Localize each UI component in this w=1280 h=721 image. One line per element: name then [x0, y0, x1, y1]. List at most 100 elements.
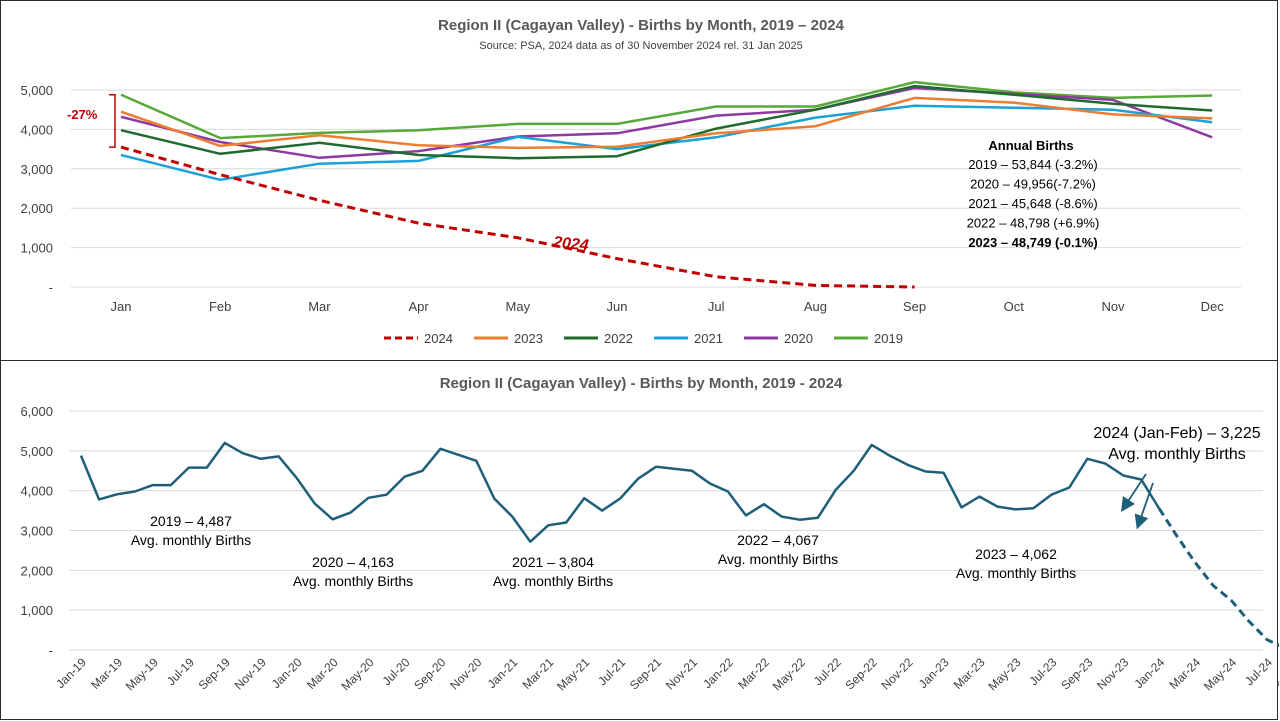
monthly-births-timeline-chart: Region II (Cagayan Valley) - Births by M… [20, 375, 1279, 693]
y-tick-label: 3,000 [20, 162, 53, 177]
monthly-births-by-year-chart: Region II (Cagayan Valley) - Births by M… [20, 17, 1241, 346]
x-tick-label: Nov [1101, 299, 1125, 314]
y-tick-label: 1,000 [20, 241, 53, 256]
x-tick-label: Sep-20 [411, 655, 448, 692]
annual-births-row: 2019 – 53,844 (-3.2%) [968, 157, 1097, 172]
x-tick-label: Jul-23 [1026, 655, 1059, 688]
x-tick-label: Jan-21 [485, 655, 521, 691]
x-tick-label: Jan [111, 299, 132, 314]
x-tick-label: Jan-22 [700, 655, 736, 691]
x-tick-label: Feb [209, 299, 231, 314]
x-tick-label: Nov-23 [1094, 655, 1131, 692]
x-tick-label: May-23 [985, 655, 1023, 693]
annual-births-row: 2021 – 45,648 (-8.6%) [968, 196, 1097, 211]
y-tick-label: 2,000 [20, 563, 53, 578]
series-line-2023 [120, 96, 1213, 150]
bracket [109, 93, 116, 148]
legend-label-2023: 2023 [514, 331, 543, 346]
series-line-2020 [120, 86, 1213, 160]
x-tick-label: May-22 [770, 655, 808, 693]
series-line-2022 [120, 84, 1213, 160]
legend-label-2019: 2019 [874, 331, 903, 346]
avg-annotation-line1: 2021 – 3,804 [512, 554, 594, 570]
x-tick-label: Sep-23 [1058, 655, 1095, 692]
annual-births-row: 2023 – 48,749 (-0.1%) [968, 235, 1097, 250]
avg-annotation-line2: Avg. monthly Births [293, 573, 413, 589]
y-tick-label: 1,000 [20, 603, 53, 618]
x-tick-label: May-20 [338, 655, 376, 693]
series-line-2019 [120, 80, 1213, 140]
annual-births-heading: Annual Births [988, 138, 1073, 153]
x-tick-label: Sep-21 [627, 655, 664, 692]
avg-annotation-line2: Avg. monthly Births [131, 532, 251, 548]
y-tick-label: 4,000 [20, 484, 53, 499]
x-tick-label: Jul-24 [1242, 655, 1275, 688]
annotation-arrow [1121, 473, 1147, 513]
annotation-arrow [1134, 482, 1154, 530]
timeline-series-line [79, 441, 1161, 543]
y-tick-label: 5,000 [20, 444, 53, 459]
legend-label-2022: 2022 [604, 331, 633, 346]
bracket-label: -27% [67, 107, 98, 122]
x-tick-label: Sep-24 [1274, 655, 1279, 692]
y-tick-label: 2,000 [20, 201, 53, 216]
x-tick-label: Mar-22 [735, 655, 772, 692]
x-tick-label: Mar-23 [951, 655, 988, 692]
x-tick-label: May-24 [1201, 655, 1239, 693]
chart-title: Region II (Cagayan Valley) - Births by M… [440, 375, 843, 392]
x-tick-label: Nov-20 [447, 655, 484, 692]
avg-annotation-line2: Avg. monthly Births [493, 573, 613, 589]
x-tick-label: Jul-20 [380, 655, 413, 688]
avg-annotation-line1: 2024 (Jan-Feb) – 3,225 [1093, 425, 1260, 442]
avg-annotation-line1: 2022 – 4,067 [737, 532, 819, 548]
x-tick-label: Nov-21 [663, 655, 700, 692]
legend-label-2020: 2020 [784, 331, 813, 346]
x-tick-label: Aug [804, 299, 827, 314]
x-tick-label: Jun [607, 299, 628, 314]
y-tick-label: - [49, 643, 53, 658]
x-tick-label: Jul [708, 299, 725, 314]
x-tick-label: Jul-21 [595, 655, 628, 688]
x-tick-label: Oct [1004, 299, 1025, 314]
x-tick-label: Mar [308, 299, 331, 314]
avg-annotation-line1: 2020 – 4,163 [312, 554, 394, 570]
x-tick-label: Nov-19 [232, 655, 269, 692]
legend-label-2021: 2021 [694, 331, 723, 346]
x-tick-label: Mar-19 [88, 655, 125, 692]
y-tick-label: 4,000 [20, 122, 53, 137]
chart-subtitle: Source: PSA, 2024 data as of 30 November… [479, 40, 803, 52]
y-tick-label: 5,000 [20, 83, 53, 98]
x-tick-label: Jan-19 [53, 655, 89, 691]
x-tick-label: Dec [1201, 299, 1225, 314]
x-tick-label: Jan-24 [1131, 655, 1167, 691]
x-tick-label: Sep-19 [196, 655, 233, 692]
y-tick-label: 3,000 [20, 524, 53, 539]
series-line-2024 [120, 145, 915, 289]
x-tick-label: Mar-20 [304, 655, 341, 692]
annual-births-row: 2020 – 49,956(-7.2%) [970, 177, 1096, 192]
avg-annotation-line2: Avg. monthly Births [956, 565, 1076, 581]
x-tick-label: Sep-22 [843, 655, 880, 692]
x-tick-label: Apr [408, 299, 429, 314]
avg-annotation-line2: Avg. monthly Births [1108, 446, 1246, 463]
series-2024-inline-label: 2024 [551, 234, 589, 255]
y-tick-label: - [49, 280, 53, 295]
top-chart-panel: Region II (Cagayan Valley) - Births by M… [0, 0, 1278, 361]
x-tick-label: Jan-23 [916, 655, 952, 691]
avg-annotation-line2: Avg. monthly Births [718, 551, 838, 567]
x-tick-label: Sep [903, 299, 926, 314]
x-tick-label: May [506, 299, 531, 314]
x-tick-label: May-19 [123, 655, 161, 693]
chart-title: Region II (Cagayan Valley) - Births by M… [438, 17, 845, 34]
x-tick-label: Jan-20 [269, 655, 305, 691]
avg-annotation-line1: 2023 – 4,062 [975, 546, 1057, 562]
x-tick-label: Nov-22 [878, 655, 915, 692]
y-tick-label: 6,000 [20, 404, 53, 419]
annual-births-row: 2022 – 48,798 (+6.9%) [967, 216, 1100, 231]
x-tick-label: Mar-24 [1166, 655, 1203, 692]
timeline-series-line-2024 [1157, 507, 1279, 648]
x-tick-label: May-21 [554, 655, 592, 693]
x-tick-label: Jul-19 [164, 655, 197, 688]
legend-label-2024: 2024 [424, 331, 453, 346]
avg-annotation-line1: 2019 – 4,487 [150, 513, 232, 529]
